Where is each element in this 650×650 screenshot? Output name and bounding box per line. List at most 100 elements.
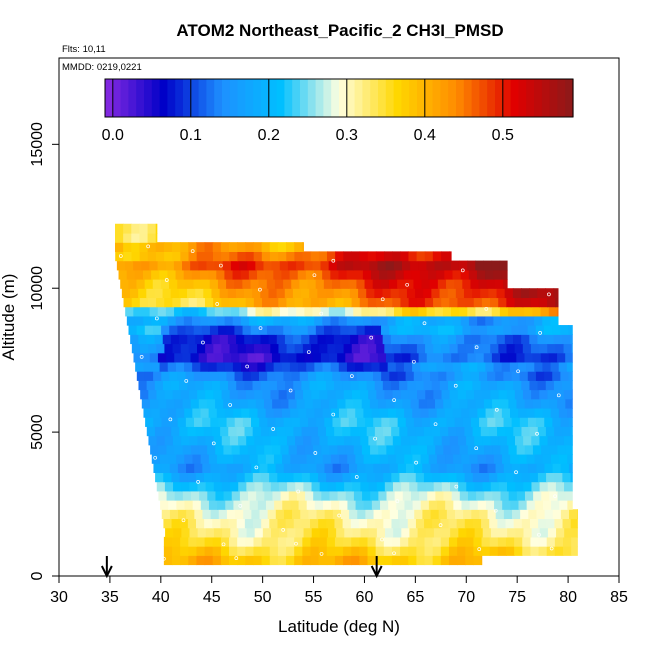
heatmap-cell (325, 426, 335, 437)
colorbar-swatch (136, 79, 145, 117)
heatmap-cell (379, 407, 389, 418)
heatmap-cell (537, 334, 547, 345)
heatmap-cell (275, 417, 285, 427)
heatmap-cell (468, 269, 478, 280)
heatmap-cell (531, 527, 541, 538)
heatmap-cell (265, 453, 275, 464)
heatmap-cell (275, 371, 285, 381)
heatmap-cell (562, 426, 571, 437)
heatmap-cell (424, 546, 434, 556)
heatmap-cell (430, 509, 440, 520)
heatmap-cell (216, 269, 226, 280)
heatmap-cell (427, 444, 436, 455)
heatmap-cell (208, 361, 218, 372)
heatmap-cell (213, 389, 223, 400)
heatmap-cell (144, 371, 154, 381)
heatmap-cell (502, 500, 511, 510)
heatmap-cell (179, 380, 188, 391)
heatmap-cell (359, 343, 369, 354)
heatmap-cell (517, 361, 527, 372)
heatmap-cell (190, 398, 200, 409)
heatmap-cell (216, 315, 226, 326)
heatmap-cell (268, 426, 278, 437)
sample-point (331, 412, 336, 417)
heatmap-cell (164, 343, 174, 354)
heatmap-cell (264, 444, 273, 455)
heatmap-cell (278, 389, 288, 400)
heatmap-cell (409, 435, 418, 446)
heatmap-cell (365, 463, 374, 473)
heatmap-cell (458, 527, 468, 538)
heatmap-cell (373, 463, 383, 473)
heatmap-cell (446, 509, 456, 520)
heatmap-cell (568, 417, 573, 427)
heatmap-cell (199, 490, 208, 501)
heatmap-cell (521, 334, 530, 345)
heatmap-cell (368, 527, 378, 538)
heatmap-cell (355, 361, 364, 372)
heatmap-cell (495, 371, 504, 381)
heatmap-cell (220, 518, 230, 529)
heatmap-cell (325, 380, 335, 391)
colorbar-swatch (128, 79, 137, 117)
heatmap-cell (413, 325, 423, 335)
x-tick-label: 80 (559, 589, 577, 606)
heatmap-cell (296, 490, 306, 501)
heatmap-cell (445, 500, 454, 510)
heatmap-cell (557, 352, 566, 363)
sample-point (433, 422, 438, 427)
heatmap-cell (439, 334, 449, 345)
heatmap-cell (200, 407, 210, 418)
heatmap-cell (324, 371, 333, 381)
heatmap-cell (254, 435, 264, 446)
heatmap-cell (448, 472, 458, 483)
heatmap-cell (293, 426, 303, 437)
heatmap-cell (351, 343, 361, 354)
heatmap-cell (359, 251, 369, 262)
heatmap-cell (123, 232, 132, 243)
heatmap-cell (522, 546, 532, 556)
heatmap-cell (317, 288, 327, 299)
heatmap-cell (231, 398, 241, 409)
heatmap-cell (351, 546, 360, 556)
heatmap-cell (358, 518, 368, 529)
heatmap-cell (188, 555, 198, 566)
heatmap-cell (212, 546, 222, 556)
heatmap-cell (359, 536, 369, 547)
heatmap-cell (204, 536, 214, 547)
heatmap-cell (173, 527, 182, 538)
heatmap-cell (487, 417, 496, 427)
heatmap-cell (486, 279, 496, 289)
heatmap-cell (428, 361, 438, 372)
heatmap-cell (564, 481, 573, 492)
heatmap-cell (544, 417, 554, 427)
heatmap-cell (245, 343, 255, 354)
heatmap-cell (467, 444, 477, 455)
heatmap-cell (194, 509, 204, 520)
heatmap-cell (183, 269, 193, 280)
heatmap-cell (524, 398, 534, 409)
heatmap-cell (260, 472, 270, 483)
heatmap-cell (177, 417, 187, 427)
x-tick-label: 55 (305, 589, 323, 606)
heatmap-cell (261, 546, 271, 556)
heatmap-cell (275, 509, 285, 520)
heatmap-cell (505, 518, 515, 529)
heatmap-cell (270, 481, 280, 492)
sample-point (350, 374, 354, 378)
heatmap-cell (262, 343, 271, 354)
heatmap-cell (283, 417, 293, 427)
heatmap-cell (531, 389, 540, 400)
sample-point (460, 268, 465, 273)
heatmap-cell (166, 490, 176, 501)
heatmap-cell (183, 315, 193, 326)
heatmap-cell (213, 435, 223, 446)
heatmap-cell (565, 398, 573, 409)
heatmap-cell (293, 518, 303, 529)
heatmap-cell (396, 500, 406, 510)
heatmap-cell (491, 352, 501, 363)
heatmap-cell (219, 380, 229, 391)
heatmap-cell (177, 325, 187, 335)
heatmap-cell (245, 251, 255, 262)
sample-point (380, 297, 385, 302)
